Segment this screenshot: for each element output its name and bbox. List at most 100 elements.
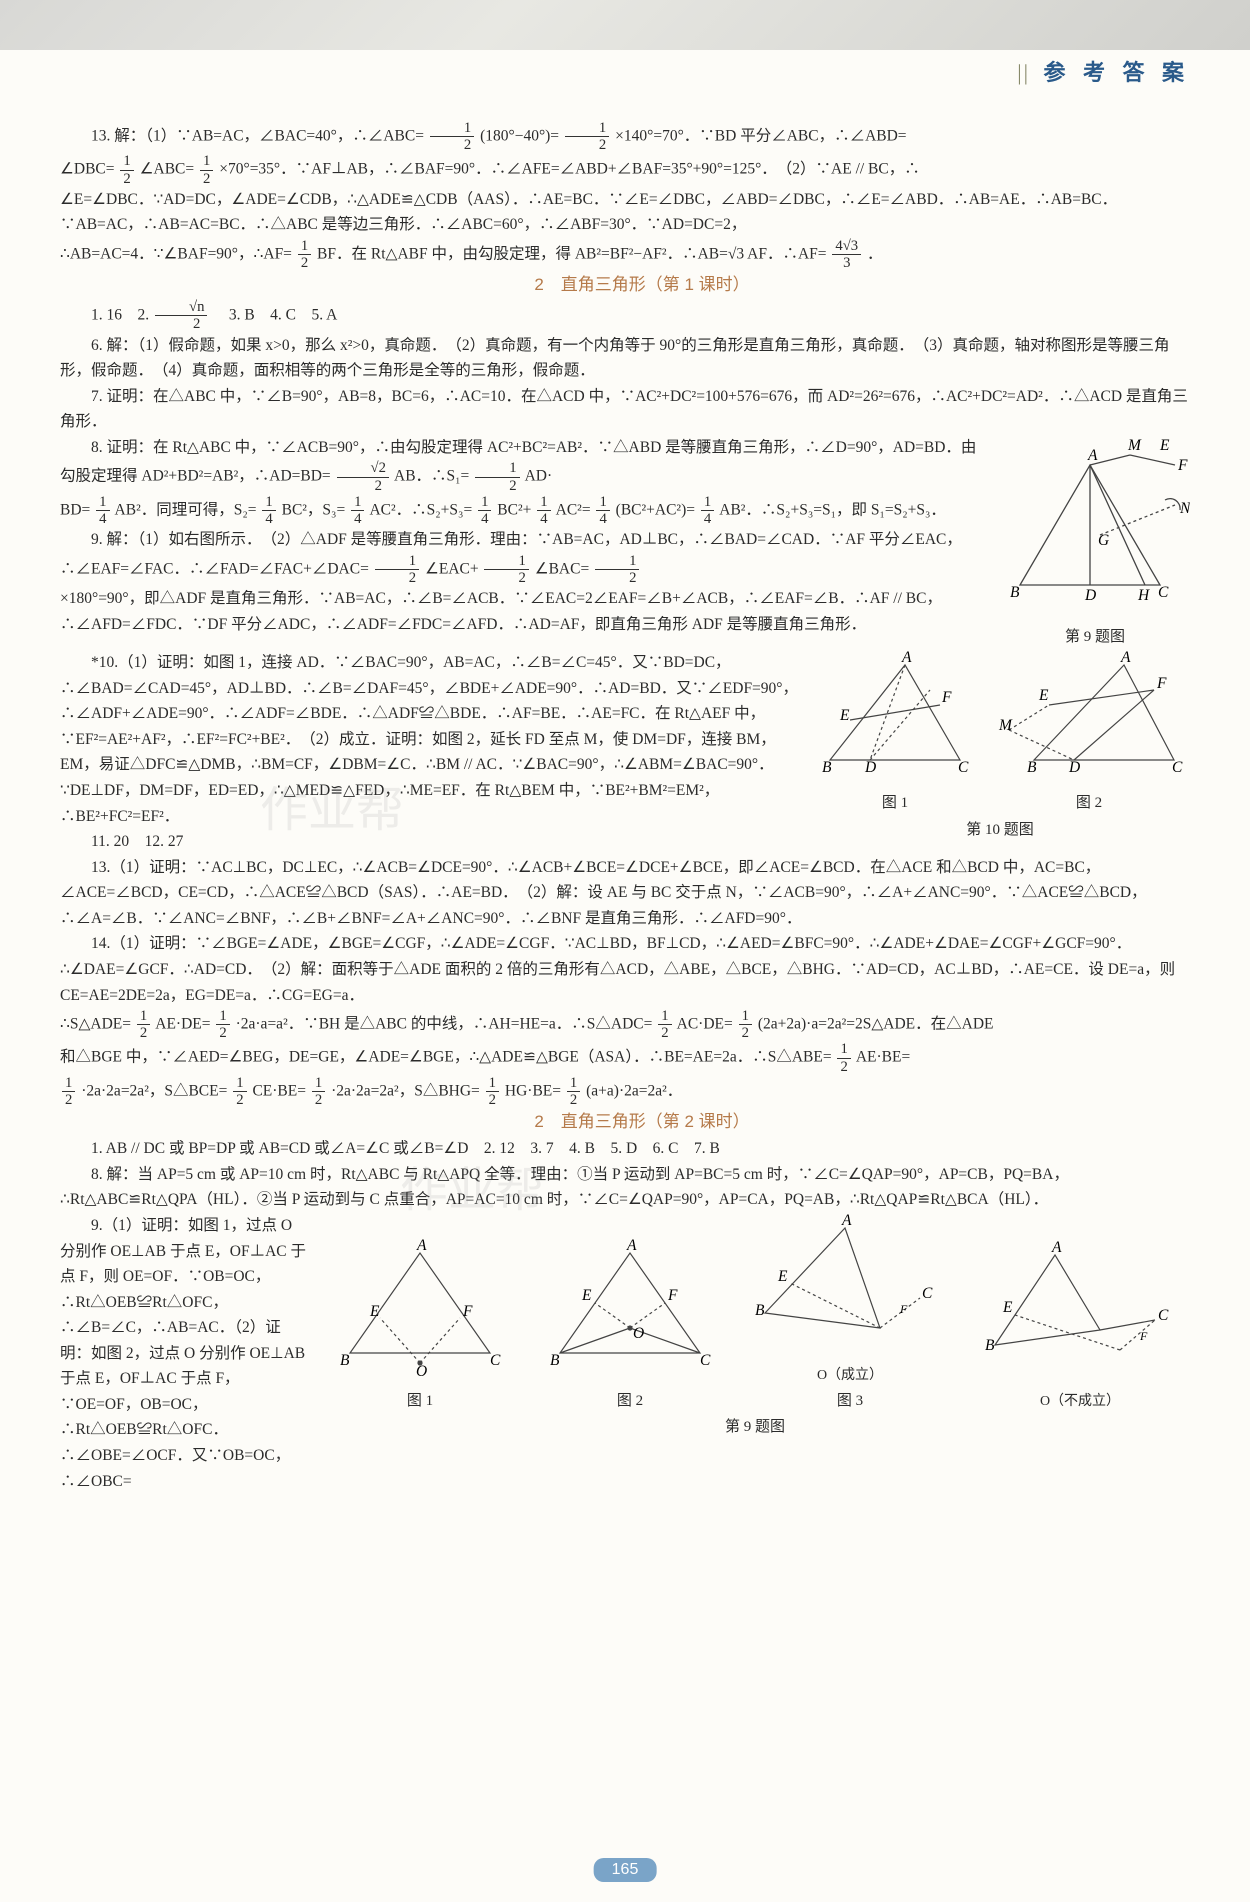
q14-p2b: AE·DE= <box>155 1015 210 1032</box>
frac-1-2-s: 12 <box>565 1075 582 1108</box>
q14-p4e: (a+a)·2a=2a²． <box>586 1082 682 1099</box>
figure-9b-2: A B C E F O 图 2 <box>540 1238 720 1413</box>
q8-cont: BD= 14 AB²．同理可得，S₂= 14 BC²，S₃= 14 AC²．∴S… <box>60 494 990 527</box>
fig9b3-C: C <box>922 1285 933 1302</box>
fig9-label-F: F <box>1177 457 1188 474</box>
sec2-q1-7: 1. AB // DC 或 BP=DP 或 AB=CD 或∠A=∠C 或∠B=∠… <box>60 1136 1190 1162</box>
frac-1-4-f: 14 <box>594 494 611 527</box>
page: || 参 考 答 案 作业帮 作业帮 13. 解：（1）∵AB=AC，∠BAC=… <box>0 0 1250 1902</box>
fig9-label-D: D <box>1084 587 1096 604</box>
frac-1-2-e: 12 <box>296 238 313 271</box>
q13-p2c: ×70°=35°．∵AF⊥AB，∴∠BAF=90°．∴∠AFE=∠ABD+∠BA… <box>219 161 919 178</box>
figure-9b-3-sub: 图 3 <box>750 1389 950 1414</box>
sec2-q9: 9.（1）证明：如图 1，过点 O 分别作 OE⊥AB 于点 E，OF⊥AC 于… <box>60 1213 310 1494</box>
q14-p4a: ·2a·2a=2a²，S△BCE= <box>81 1082 227 1099</box>
q8b: AB．∴S₁= <box>394 468 469 485</box>
q6: 6. 解：（1）假命题，如果 x>0，那么 x²>0，真命题． （2）真命题，有… <box>60 333 1190 384</box>
frac-1-2-o: 12 <box>60 1075 77 1108</box>
q14-p2a: ∴S△ADE= <box>60 1015 131 1032</box>
frac-1-4-e: 14 <box>535 494 552 527</box>
fig10-2-B: B <box>1027 759 1037 776</box>
q8k: AB²．∴S₂+S₃=S₁，即 S₁=S₂+S₃． <box>719 501 946 518</box>
q1-5b: 3. B 4. C 5. A <box>213 307 337 324</box>
figure-9b-3: A B C E F O（成立） 图 3 <box>750 1213 950 1413</box>
fig9b4-F: F <box>1139 1329 1148 1343</box>
q14-p4c: ·2a·2a=2a²，S△BHG= <box>331 1082 480 1099</box>
fig10-1-C: C <box>958 759 969 776</box>
frac-1-2-j: 12 <box>135 1008 152 1041</box>
fig10-1-A: A <box>901 650 912 666</box>
figure-9b-4: A B C E F O（不成立） <box>980 1240 1180 1414</box>
q8-q9-block: 8. 证明：在 Rt△ABC 中，∵∠ACB=90°，∴由勾股定理得 AC²+B… <box>60 435 1190 650</box>
fig9b3-B: B <box>755 1302 765 1319</box>
frac-1-2-m: 12 <box>737 1008 754 1041</box>
frac-1-2-g: 12 <box>373 553 421 586</box>
q8c: AD· <box>525 468 553 485</box>
q14-p1: 14.（1）证明：∵∠BGE=∠ADE，∠BGE=∠CGF，∴∠ADE=∠CGF… <box>60 931 1190 1008</box>
q13-p1a: 13. 解：（1）∵AB=AC，∠BAC=40°，∴∠ABC= <box>91 127 424 144</box>
section-title-1: 2 直角三角形（第 1 课时） <box>60 271 1190 299</box>
fig9b2-C: C <box>700 1352 711 1369</box>
page-number-badge: 165 <box>594 1858 657 1882</box>
q14-p2: ∴S△ADE= 12 AE·DE= 12 ·2a·a=a²．∵BH 是△ABC … <box>60 1008 1190 1041</box>
fig9b2-B: B <box>550 1352 560 1369</box>
q8h: BC²+ <box>497 501 531 518</box>
fig9b3-A: A <box>841 1213 852 1229</box>
content-body: 13. 解：（1）∵AB=AC，∠BAC=40°，∴∠ABC= 12 (180°… <box>60 120 1190 1494</box>
frac-1-4-d: 14 <box>476 494 493 527</box>
q14-p4b: CE·BE= <box>252 1082 306 1099</box>
figure-9b-2-caption: 图 2 <box>540 1389 720 1414</box>
q13-p1c: ×140°=70°．∵BD 平分∠ABC，∴∠ABD= <box>615 127 906 144</box>
header-gradient-band <box>0 0 1250 50</box>
frac-1-2-f: 12 <box>473 460 521 493</box>
q9c: ∠BAC= <box>535 560 590 577</box>
q13-p2a: ∠DBC= <box>60 161 115 178</box>
q13b: 13.（1）证明：∵AC⊥BC，DC⊥EC，∴∠ACB=∠DCE=90°．∴∠A… <box>60 855 1190 932</box>
frac-1-2-l: 12 <box>656 1008 673 1041</box>
q1-5a: 1. 16 2. <box>91 307 153 324</box>
figure-9-svg: A B C D E F M N G H <box>1000 435 1190 615</box>
fig10-1-D: D <box>864 759 876 776</box>
frac-1-2-c: 12 <box>118 153 135 186</box>
fig9b1-E: E <box>369 1303 380 1320</box>
figure-10-block: A B C D E F 图 1 <box>810 650 1190 842</box>
fig9-label-N: N <box>1179 500 1190 517</box>
figure-9b-3-caption: O（成立） <box>750 1364 950 1387</box>
q14-p2c: ·2a·a=a²．∵BH 是△ABC 的中线，∴AH=HE=a．∴S△ADC= <box>236 1015 653 1032</box>
figure-9-caption: 第 9 题图 <box>1000 625 1190 650</box>
frac-rn-2: √n2 <box>153 299 209 332</box>
fig9b2-F: F <box>667 1287 678 1304</box>
q14-p2e: (2a+2a)·a=2a²=2S△ADE．在△ADE <box>758 1015 994 1032</box>
frac-1-4-b: 14 <box>260 494 277 527</box>
frac-1-4-a: 14 <box>94 494 111 527</box>
q13-p1b: (180°−40°)= <box>480 127 559 144</box>
frac-1-2-q: 12 <box>310 1075 327 1108</box>
figure-9b-1-caption: 图 1 <box>330 1389 510 1414</box>
q8d: BD= <box>60 501 90 518</box>
fig10-2-F: F <box>1156 675 1167 692</box>
figure-9b-caption: 第 9 题图 <box>320 1415 1190 1440</box>
fig9-label-H: H <box>1137 587 1150 604</box>
header-bars-deco: || <box>1017 60 1030 86</box>
q13-p1: 13. 解：（1）∵AB=AC，∠BAC=40°，∴∠ABC= 12 (180°… <box>60 120 1190 153</box>
frac-1-4-g: 14 <box>699 494 716 527</box>
frac-1-2-r: 12 <box>484 1075 501 1108</box>
q8e: AB²．同理可得，S₂= <box>115 501 257 518</box>
frac-4r3-3: 4√33 <box>830 238 863 271</box>
frac-1-2-k: 12 <box>214 1008 231 1041</box>
fig9b1-A: A <box>416 1238 427 1254</box>
figure-9b-4-caption: O（不成立） <box>980 1390 1180 1413</box>
fig9b3-E: E <box>777 1268 788 1285</box>
fig9b1-F: F <box>462 1303 473 1320</box>
frac-1-2-h: 12 <box>482 553 530 586</box>
q9-cont: ×180°=90°，即△ADF 是直角三角形．∵AB=AC，∴∠B=∠ACB．∵… <box>60 586 990 637</box>
fig10-2-C: C <box>1172 759 1183 776</box>
figure-10-2-caption: 图 2 <box>994 791 1184 816</box>
q13-p4: ∴AB=AC=4．∵∠BAF=90°，∴AF= 12 BF．在 Rt△ABF 中… <box>60 238 1190 271</box>
q8f: BC²，S₃= <box>282 501 346 518</box>
q10-block: *10.（1）证明：如图 1，连接 AD．∵∠BAC=90°，AB=AC，∴∠B… <box>60 650 1190 855</box>
q14-p4d: HG·BE= <box>505 1082 561 1099</box>
frac-1-2-n: 12 <box>835 1041 852 1074</box>
q8j: (BC²+AC²)= <box>616 501 695 518</box>
fig9b4-C: C <box>1158 1307 1169 1324</box>
